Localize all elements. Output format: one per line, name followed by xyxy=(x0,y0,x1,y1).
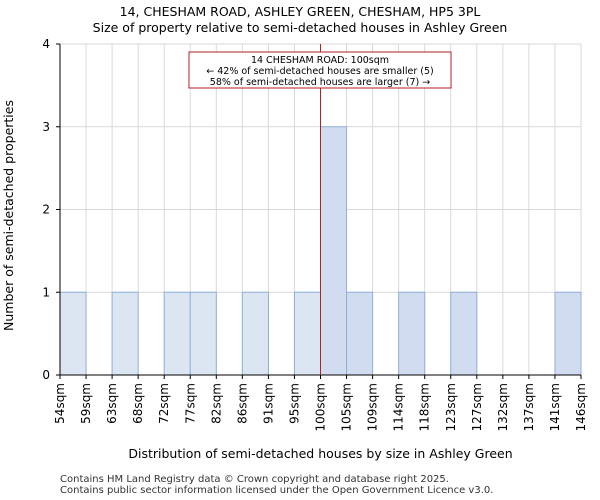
x-ticks: 54sqm 59sqm 63sqm 68sqm 72sqm 77sqm 82sqm 86sqm… xyxy=(53,375,588,431)
histogram-bar xyxy=(293,291,322,376)
x-tick-label: 54sqm xyxy=(53,383,67,424)
histogram-bar xyxy=(163,291,191,376)
x-tick-label: 123sqm xyxy=(444,383,458,431)
x-tick-label: 100sqm xyxy=(314,383,328,431)
x-tick-label: 59sqm xyxy=(79,383,93,424)
x-tick-label: 63sqm xyxy=(105,383,119,424)
y-tick-label: 0 xyxy=(42,368,50,382)
histogram-bar xyxy=(320,126,348,376)
bars xyxy=(59,126,582,376)
histogram-bar xyxy=(111,291,139,376)
x-tick-label: 95sqm xyxy=(287,383,301,424)
x-axis-label: Distribution of semi-detached houses by … xyxy=(128,446,512,461)
y-axis-label: Number of semi-detached properties xyxy=(1,100,16,331)
x-tick-label: 105sqm xyxy=(340,383,354,431)
x-tick-label: 109sqm xyxy=(366,383,380,431)
footer-copyright: Contains HM Land Registry data © Crown c… xyxy=(60,474,449,485)
x-tick-label: 132sqm xyxy=(496,383,510,431)
chart-title: 14, CHESHAM ROAD, ASHLEY GREEN, CHESHAM,… xyxy=(119,4,481,19)
x-tick-label: 141sqm xyxy=(548,383,562,431)
annotation-box: 14 CHESHAM ROAD: 100sqm ← 42% of semi-de… xyxy=(188,51,452,89)
histogram-bar xyxy=(398,291,426,376)
histogram-bar xyxy=(450,291,478,376)
x-tick-label: 118sqm xyxy=(418,383,432,431)
x-tick-label: 86sqm xyxy=(235,383,249,424)
histogram-bar xyxy=(189,291,217,376)
y-tick-label: 1 xyxy=(42,285,50,299)
x-tick-label: 68sqm xyxy=(131,383,145,424)
y-ticks: 0 1 2 3 4 xyxy=(42,37,60,382)
x-tick-label: 82sqm xyxy=(209,383,223,424)
footer-licence: Contains public sector information licen… xyxy=(60,485,494,496)
x-tick-label: 137sqm xyxy=(522,383,536,431)
annotation-line-1: 14 CHESHAM ROAD: 100sqm xyxy=(251,55,389,66)
x-tick-label: 127sqm xyxy=(470,383,484,431)
histogram-bar xyxy=(346,291,374,376)
histogram-bar xyxy=(59,291,87,376)
x-tick-label: 114sqm xyxy=(392,383,406,431)
histogram-bar xyxy=(554,291,582,376)
x-tick-label: 91sqm xyxy=(261,383,275,424)
x-tick-label: 72sqm xyxy=(157,383,171,424)
y-tick-label: 4 xyxy=(42,37,50,51)
histogram-bar xyxy=(241,291,269,376)
x-tick-label: 146sqm xyxy=(574,383,588,431)
chart-subtitle: Size of property relative to semi-detach… xyxy=(92,20,508,35)
y-tick-label: 3 xyxy=(42,120,50,134)
y-tick-label: 2 xyxy=(42,203,50,217)
annotation-line-2: ← 42% of semi-detached houses are smalle… xyxy=(206,66,434,77)
x-tick-label: 77sqm xyxy=(183,383,197,424)
annotation-line-3: 58% of semi-detached houses are larger (… xyxy=(210,77,430,88)
